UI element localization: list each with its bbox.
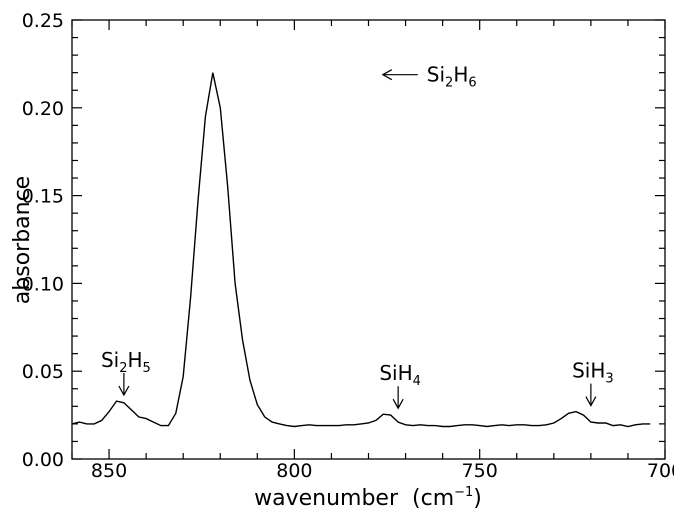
annotation-arrow-head — [392, 398, 404, 410]
peak-label: Si2H5 — [101, 348, 151, 376]
peak-annotations: Si2H6 Si2H5 SiH4 SiH3 — [101, 63, 614, 410]
y-tick-label: 0.05 — [22, 361, 64, 383]
x-tick-label: 750 — [462, 460, 498, 482]
x-axis-tick-labels: 850 800 750 700 — [91, 460, 674, 482]
y-tick-label: 0.15 — [22, 186, 64, 208]
x-axis-ticks — [71, 20, 666, 459]
y-axis-ticks — [72, 19, 665, 460]
y-tick-label: 0.20 — [22, 98, 64, 120]
absorbance-series-line — [71, 72, 651, 428]
peak-label: Si2H6 — [427, 63, 477, 91]
x-axis-unit-close: ) — [473, 486, 482, 511]
y-tick-label: 0.00 — [22, 449, 64, 471]
annotation-arrow-head — [381, 69, 393, 81]
x-axis-label-text: wavenumber — [254, 486, 399, 511]
y-axis-label: absorbance — [10, 176, 35, 304]
plot-frame — [71, 19, 666, 460]
x-axis-label: wavenumber (cm−1) — [254, 485, 482, 511]
y-tick-label: 0.25 — [22, 10, 64, 32]
x-tick-label: 800 — [276, 460, 312, 482]
x-axis-unit-exponent: −1 — [454, 485, 473, 500]
x-tick-label: 850 — [91, 460, 127, 482]
peak-label: SiH3 — [572, 359, 614, 387]
y-tick-label: 0.10 — [22, 273, 64, 295]
peak-label: SiH4 — [379, 361, 421, 389]
annotation-arrow-head — [585, 396, 597, 407]
y-axis-tick-labels: 0.00 0.05 0.10 0.15 0.20 0.25 — [22, 10, 64, 471]
x-tick-label: 700 — [647, 460, 674, 482]
x-axis-unit: (cm — [412, 486, 454, 511]
annotation-arrow-head — [118, 385, 130, 397]
